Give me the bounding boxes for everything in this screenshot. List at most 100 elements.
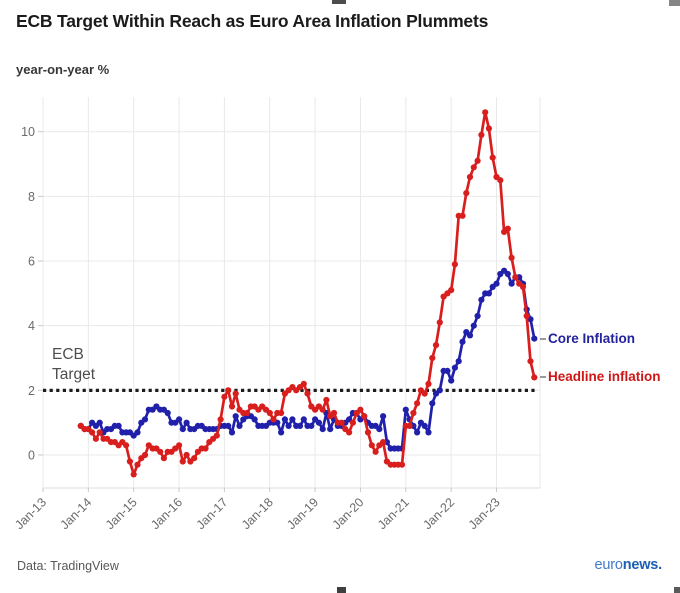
headline-inflation-point [157, 448, 164, 455]
headline-inflation-point [278, 409, 285, 417]
core-inflation-point [281, 416, 288, 423]
headline-inflation-point [244, 409, 251, 417]
core-inflation-point [115, 422, 122, 429]
headline-inflation-point [372, 448, 379, 455]
core-inflation-point [315, 419, 322, 426]
core-inflation-point [485, 290, 492, 297]
ecb-target-annotation-line2: Target [52, 366, 96, 383]
core-inflation-point [289, 416, 296, 423]
crop-artifact-bottom-center [337, 587, 346, 593]
headline-inflation-point [368, 442, 375, 449]
core-inflation-point [402, 406, 409, 413]
headline-inflation-point [134, 461, 141, 468]
headline-inflation-point [141, 451, 149, 459]
headline-inflation-point [300, 380, 307, 387]
core-inflation-point [421, 422, 428, 429]
legend-core-inflation: Core Inflation [548, 331, 635, 346]
headline-inflation-point [448, 287, 455, 294]
core-inflation-point [429, 400, 436, 407]
x-tick-label: Jan-19 [284, 495, 321, 532]
headline-inflation-point [176, 442, 183, 449]
ecb-target-annotation-line1: ECB [52, 346, 84, 363]
headline-inflation-point [126, 458, 133, 465]
core-inflation-point [478, 296, 485, 303]
core-inflation-point [508, 280, 515, 287]
core-inflation-point [232, 413, 239, 420]
core-inflation-point [228, 429, 236, 436]
headline-inflation-point [217, 416, 224, 423]
core-inflation-point [470, 322, 477, 329]
core-inflation-point [414, 429, 421, 436]
x-tick-label: Jan-18 [239, 495, 276, 532]
headline-inflation-point [485, 125, 492, 132]
core-inflation-point [141, 416, 149, 423]
core-inflation-point [319, 426, 326, 433]
core-inflation-point [300, 416, 307, 423]
core-inflation-point [425, 429, 432, 436]
headline-inflation-point [519, 283, 527, 290]
x-tick-label: Jan-23 [466, 495, 503, 532]
x-tick-label: Jan-13 [12, 495, 49, 532]
headline-inflation-point [304, 390, 311, 397]
y-tick-label: 6 [28, 255, 35, 269]
headline-inflation-point [478, 131, 485, 138]
headline-inflation-point [346, 429, 353, 436]
core-inflation-point [448, 377, 455, 384]
core-inflation-point [183, 419, 190, 426]
headline-inflation-point [459, 212, 466, 219]
headline-inflation-point [470, 164, 477, 171]
core-inflation-point [444, 367, 451, 374]
headline-inflation-point [482, 109, 489, 116]
headline-inflation-point [179, 458, 186, 465]
euronews-logo-euro: euro [594, 557, 623, 573]
headline-inflation-point [92, 435, 99, 442]
x-tick-label: Jan-14 [58, 495, 95, 532]
core-inflation-point [531, 335, 538, 342]
headline-inflation-point [225, 387, 232, 394]
headline-label-connector [540, 376, 546, 378]
core-inflation-point [96, 419, 103, 426]
headline-inflation-point [266, 409, 273, 417]
core-inflation-point [308, 422, 315, 429]
headline-inflation-point [463, 190, 470, 197]
core-inflation-point [176, 416, 183, 423]
core-inflation-point [278, 429, 285, 436]
headline-inflation-point [410, 409, 417, 417]
legend-headline-inflation: Headline inflation [548, 369, 661, 384]
core-inflation-point [285, 422, 292, 429]
headline-inflation-point [380, 439, 387, 446]
headline-inflation-line [79, 110, 536, 476]
headline-inflation-point [421, 390, 428, 397]
y-tick-label: 8 [28, 190, 35, 204]
headline-inflation-point [221, 393, 228, 400]
core-inflation-point [455, 358, 462, 365]
headline-inflation-point [425, 380, 432, 387]
chart-subtitle: year-on-year % [16, 62, 110, 77]
core-inflation-point [474, 312, 481, 320]
headline-inflation-point [89, 429, 96, 436]
headline-inflation-point [160, 455, 167, 462]
headline-inflation-point [232, 390, 239, 397]
chart-title: ECB Target Within Reach as Euro Area Inf… [16, 11, 489, 31]
euronews-logo-news: news. [622, 557, 662, 573]
headline-inflation-point [361, 413, 368, 420]
core-inflation-point [376, 426, 383, 433]
y-tick-label: 4 [28, 319, 35, 333]
headline-inflation-point [398, 461, 406, 468]
core-inflation-point [179, 426, 186, 433]
headline-inflation-point [451, 261, 458, 268]
headline-inflation-point [323, 396, 330, 404]
headline-inflation-point [523, 312, 530, 320]
core-inflation-point [380, 413, 387, 420]
headline-inflation-point [202, 445, 209, 452]
crop-artifact-top-right [669, 0, 680, 6]
headline-inflation-point [349, 419, 356, 426]
headline-inflation-point [183, 451, 190, 459]
headline-inflation-point [489, 154, 496, 161]
core-inflation-point [327, 426, 334, 433]
headline-inflation-point [330, 409, 338, 417]
y-tick-label: 2 [28, 384, 35, 398]
crop-artifact-bottom-right [674, 587, 680, 593]
core-inflation-point [466, 332, 474, 339]
